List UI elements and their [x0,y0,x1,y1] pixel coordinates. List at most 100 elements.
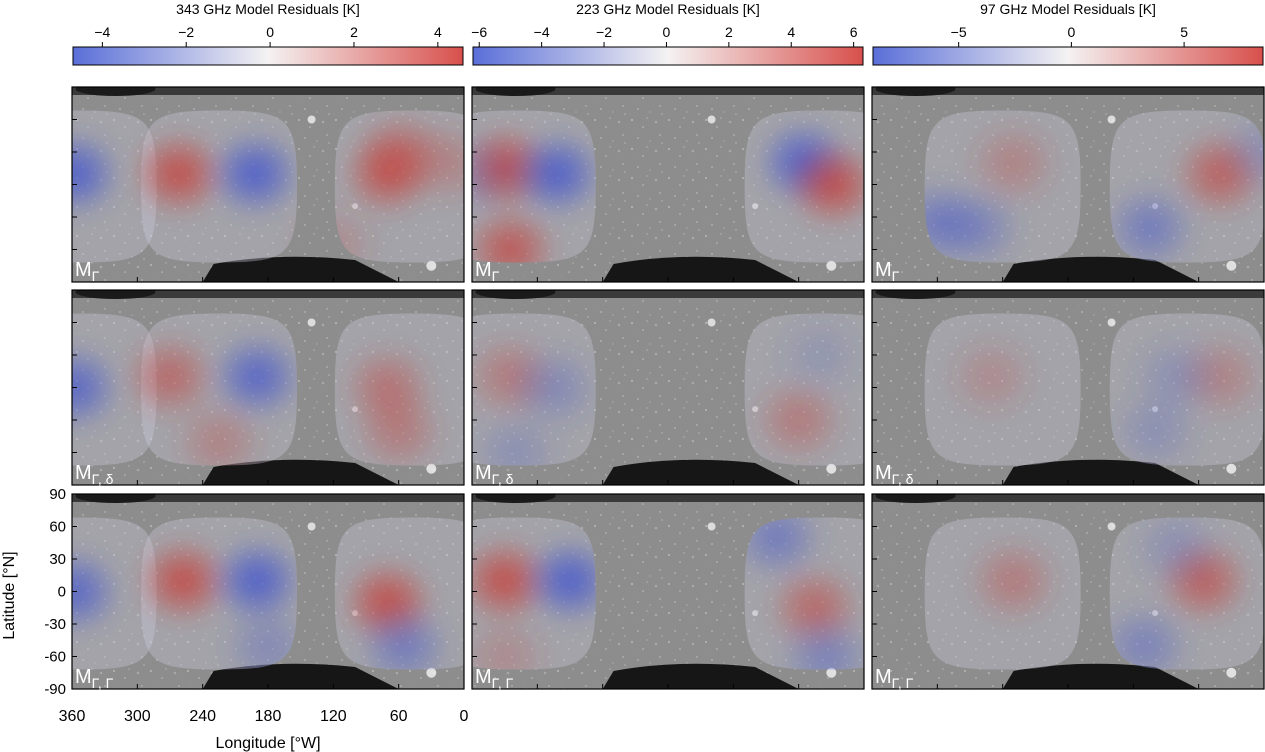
north-pole-shadow [472,87,864,95]
north-pole-shadow [472,494,864,502]
north-pole-shadow [72,290,464,298]
bright-crater [707,318,716,327]
colorbar-tick-label: −4 [534,24,550,40]
bright-crater [707,522,716,531]
y-tick-label: -30 [44,616,66,633]
negative-residual-blob [1101,183,1198,263]
bright-crater [1107,318,1116,327]
shadow-patch [75,87,156,96]
negative-residual-blob [728,517,825,582]
colorbar-tick-label: −4 [94,24,110,40]
map-panel: MΓ, δ [471,289,865,487]
model-label: MΓ [875,259,900,284]
negative-residual-blob [472,129,526,218]
bright-crater [426,463,437,474]
colorbar-tick-label: 5 [1180,24,1188,40]
y-tick-label: 30 [49,551,66,568]
model-label: MΓ, Γ [475,666,514,691]
map-panel: MΓ [871,86,1265,284]
model-label: MΓ [475,259,500,284]
shadow-patch [475,290,556,299]
map-panel: MΓ [71,86,465,284]
y-tick-label: 60 [49,519,66,536]
shadow-patch [75,494,156,503]
south-pole-shadow [602,459,799,485]
negative-residual-blob [72,129,123,218]
colorbar-tick-label: 0 [266,24,274,40]
north-pole-shadow [472,290,864,298]
bright-crater [826,667,837,678]
model-label: MΓ, Γ [75,666,114,691]
x-tick-label: 180 [255,708,282,725]
colorbar-tick-label: 2 [350,24,358,40]
positive-residual-blob [943,332,1040,421]
bright-crater [752,203,759,210]
y-tick-label: -60 [44,649,66,666]
south-pole-shadow [1002,256,1199,282]
south-pole-shadow [602,663,799,689]
model-label: MΓ, δ [875,462,914,487]
colorbar-title: 97 GHz Model Residuals [K] [980,1,1156,17]
colorbar-tick-label: −5 [951,24,967,40]
y-axis-label: Latitude [°N] [1,551,18,639]
bright-crater [1107,115,1116,124]
shadow-patch [75,290,156,299]
negative-residual-blob [927,183,1024,263]
positive-residual-blob [350,386,447,466]
bright-crater [826,463,837,474]
south-pole-shadow [202,663,399,689]
map-panel: MΓ, Γ [471,493,865,691]
negative-residual-blob [209,536,306,625]
negative-residual-blob [772,313,864,399]
negative-residual-blob [505,343,602,432]
map-panel: MΓ, Γ [71,493,465,691]
y-tick-label: 90 [49,486,66,503]
north-pole-shadow [872,87,1264,95]
model-label: MΓ, δ [475,462,514,487]
bright-crater [426,667,437,678]
shadow-patch [875,290,956,299]
x-tick-label: 360 [59,708,86,725]
colorbar-tick-label: 4 [787,24,795,40]
colorbar-title: 343 GHz Model Residuals [K] [176,1,360,17]
negative-residual-blob [1216,110,1264,196]
model-label: MΓ, Γ [875,666,914,691]
y-tick-label: 0 [58,584,66,601]
positive-residual-blob [122,332,218,421]
bright-crater [307,115,316,124]
positive-residual-blob [399,118,464,207]
north-pole-shadow [872,290,1264,298]
south-pole-shadow [602,256,799,282]
x-tick-label: 0 [460,708,469,725]
model-label: MΓ, δ [75,462,114,487]
negative-residual-blob [777,612,864,670]
colorbar-tick-label: −2 [178,24,194,40]
x-tick-label: 240 [189,708,216,725]
panel-grid: MΓ MΓ MΓ MΓ, δ MΓ, δ MΓ, δ MΓ, Γ MΓ, Γ MΓ, Γ [71,86,1265,691]
bright-crater [752,610,759,617]
positive-residual-blob [135,536,232,625]
bright-crater [307,318,316,327]
colorbar-gradient [472,46,864,66]
positive-residual-blob [171,397,267,466]
colorbar-title: 223 GHz Model Residuals [K] [576,1,760,17]
colorbar-tick-label: 4 [434,24,442,40]
bright-crater [1226,667,1237,678]
bright-crater [307,522,316,531]
bright-crater [826,260,837,271]
bright-crater [707,115,716,124]
north-pole-shadow [72,494,464,502]
negative-residual-blob [522,536,618,625]
x-tick-label: 60 [390,708,408,725]
x-tick-label: 120 [320,708,347,725]
colorbar-gradient [872,46,1264,66]
shadow-patch [475,87,556,96]
bright-crater [1107,522,1116,531]
positive-residual-blob [965,536,1062,625]
positive-residual-blob [472,612,553,670]
negative-residual-blob [206,129,303,218]
negative-residual-blob [356,601,453,670]
colorbar-tick-label: −6 [471,24,487,40]
